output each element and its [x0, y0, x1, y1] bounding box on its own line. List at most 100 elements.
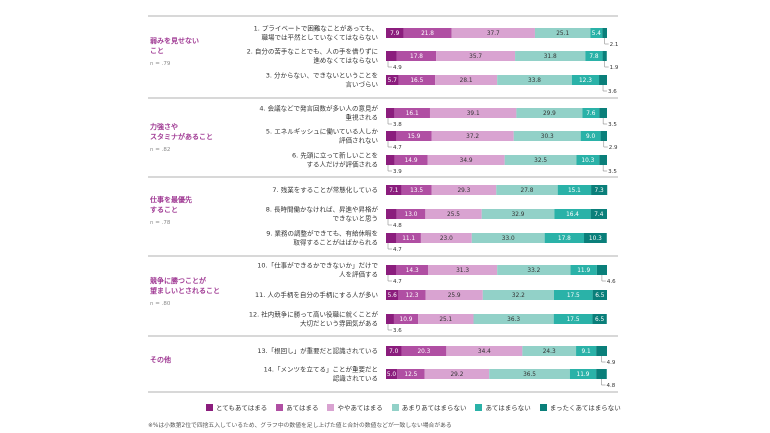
legend-item-1: とてもあてはまる [206, 402, 267, 412]
group-label: スタミナがあること [150, 132, 213, 141]
item-label: 14.「メンツを立てる」ことが重要だと [264, 365, 378, 374]
bar-segment [570, 265, 597, 275]
bar-value-label: 5.0 [387, 372, 397, 378]
bar-value-label: 9.0 [586, 134, 596, 140]
bar-segment [582, 108, 600, 118]
bar-value-label: 11.1 [402, 236, 415, 242]
bar-segment [386, 290, 399, 300]
bar-segment [596, 265, 607, 275]
callout-line [602, 118, 608, 125]
bar-value-label: 30.3 [541, 134, 554, 140]
bar-value-label: 33.2 [527, 268, 540, 274]
bar-segment [420, 233, 472, 243]
item-label: 言いづらい [346, 80, 379, 89]
legend-swatch-1 [206, 403, 213, 411]
bar-segment [600, 131, 607, 141]
legend-swatch-3 [327, 403, 335, 411]
bar-value-label: 31.3 [456, 268, 469, 274]
bar-segment [386, 369, 398, 379]
item-label: 10.「仕事ができるかできないか」だけで [257, 261, 378, 270]
group-label: その他 [150, 355, 171, 364]
bar-segment [431, 185, 497, 195]
group-n-label: n = .80 [150, 301, 171, 307]
bar-segment [576, 346, 597, 356]
bar-value-label: 37.2 [466, 134, 479, 140]
bar-segment [386, 233, 397, 243]
item-label: する人だけが評価される [307, 160, 379, 169]
bar-value-label: 15.9 [407, 134, 420, 140]
bar-segment [473, 314, 554, 324]
callout-line [387, 118, 392, 125]
bar-segment [425, 290, 483, 300]
bar-segment [489, 369, 570, 379]
bar-value-label: 17.5 [567, 293, 580, 299]
callout-line [387, 243, 392, 250]
item-label: 2. 自分の苦手なことでも、人の手を借りずに [247, 47, 378, 56]
bar-value-label: 14.9 [405, 158, 418, 164]
bar-segment [386, 108, 395, 118]
bar-segment [553, 290, 593, 300]
bar-value-label: 39.1 [467, 111, 480, 117]
bar-value-label: 16.5 [410, 78, 423, 84]
bar-value-label: 4.7 [393, 279, 402, 285]
bar-segment [386, 265, 397, 275]
group-label: 競争に勝つことが [150, 276, 206, 285]
item-label: 進めなくてはならない [313, 56, 378, 65]
bar-segment [398, 290, 426, 300]
callout-line [604, 38, 609, 45]
bar-segment [599, 75, 607, 85]
bar-segment [393, 314, 419, 324]
bar-value-label: 12.5 [404, 372, 417, 378]
bar-value-label: 1.9 [610, 65, 619, 71]
bar-value-label: 9.1 [581, 349, 591, 355]
bar-value-label: 37.7 [487, 31, 500, 37]
bar-segment [592, 314, 607, 324]
group-label: 望ましいとされること [150, 286, 220, 295]
bar-value-label: 3.6 [608, 89, 617, 95]
bar-value-label: 25.9 [448, 293, 461, 299]
bar-segment [482, 290, 554, 300]
bar-value-label: 14.3 [406, 268, 419, 274]
bar-segment [398, 75, 436, 85]
legend-label-5: あてはまらない [485, 404, 531, 412]
item-label: 職場では平然としていなくてはならない [262, 33, 378, 42]
bar-segment [396, 131, 432, 141]
bar-segment [534, 28, 591, 38]
bar-value-label: 32.2 [512, 293, 525, 299]
bar-value-label: 17.8 [410, 54, 423, 60]
bar-segment [436, 51, 516, 61]
bar-value-label: 35.7 [469, 54, 482, 60]
bar-segment [584, 233, 607, 243]
bar-value-label: 17.5 [567, 317, 580, 323]
bar-value-label: 20.3 [417, 349, 430, 355]
legend-swatch-2 [276, 403, 284, 411]
callout-line [387, 165, 392, 172]
bar-segment [602, 51, 607, 61]
bar-value-label: 4.8 [393, 223, 402, 229]
bar-value-label: 3.8 [393, 122, 402, 128]
callout-line [601, 275, 606, 282]
bar-segment [544, 233, 585, 243]
bar-segment [496, 185, 558, 195]
callout-line [387, 61, 392, 68]
callout-line [602, 165, 608, 172]
callout-line [601, 379, 606, 386]
bar-segment [386, 185, 402, 195]
bar-value-label: 25.5 [447, 212, 460, 218]
item-label: 5. エネルギッシュに働いている人しか [266, 127, 379, 136]
group-label: こと [150, 47, 164, 55]
bar-segment [576, 155, 600, 165]
bar-value-label: 25.1 [556, 31, 569, 37]
legend-item-5: あてはまらない [475, 402, 531, 412]
legend-swatch-5 [475, 403, 483, 411]
legend-label-3: ややあてはまる [337, 404, 383, 412]
item-label: 7. 残業をすることが常態化している [272, 185, 378, 194]
bar-segment [515, 51, 586, 61]
item-label: 取得することがはばかられる [293, 238, 378, 247]
bar-segment [386, 28, 404, 38]
group-label: 仕事を最優先 [149, 195, 192, 204]
legend-item-2: あてはまる [276, 402, 318, 412]
bar-value-label: 34.9 [460, 158, 473, 164]
bar-segment [386, 346, 402, 356]
bar-value-label: 4.7 [393, 145, 402, 151]
